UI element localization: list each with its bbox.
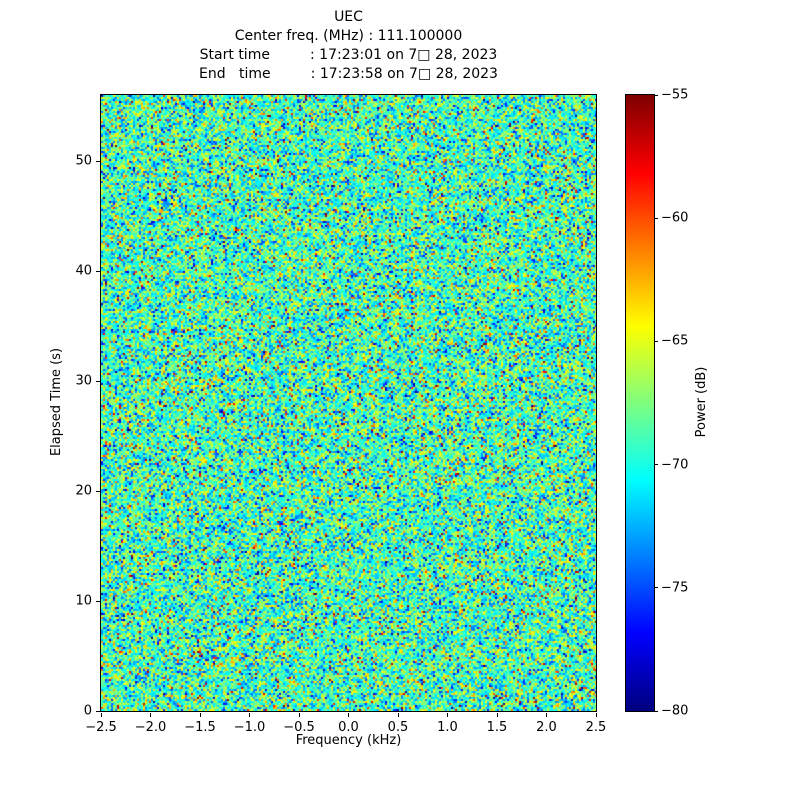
tick-mark <box>654 340 658 342</box>
colorbar-label: Power (dB) <box>694 366 709 438</box>
plot-header: UEC Center freq. (MHz) : 111.100000 Star… <box>100 8 597 84</box>
tick-mark <box>595 713 597 717</box>
tick-mark <box>447 713 448 717</box>
spectrogram-plot-area: −2.5 −2.0 −1.5 −1.0 −0.5 0.0 0.5 1.0 1.5… <box>75 94 606 735</box>
tick-mark <box>654 217 658 219</box>
tick-mark <box>654 464 658 466</box>
tick-label: −2.5 <box>85 720 117 735</box>
tick-mark <box>96 380 100 382</box>
tick-mark <box>199 713 201 717</box>
end-time-line: End time : 17:23:58 on 7□ 28, 2023 <box>199 66 498 82</box>
tick-mark <box>100 713 102 717</box>
tick-mark <box>96 160 100 162</box>
tick-mark <box>96 600 100 602</box>
colorbar: −55 −60 −65 −70 −75 −80 <box>625 88 688 719</box>
tick-label: −2.0 <box>134 720 167 735</box>
tick-mark <box>249 713 250 717</box>
tick-mark <box>96 270 100 272</box>
tick-mark <box>348 713 349 717</box>
tick-label: −0.5 <box>283 720 315 735</box>
tick-mark <box>397 713 399 717</box>
tick-label: −1.0 <box>233 720 266 735</box>
center-freq-line: Center freq. (MHz) : 111.100000 <box>234 28 463 44</box>
tick-label: −55 <box>661 87 689 103</box>
tick-label: 0.5 <box>387 720 409 735</box>
spectrogram-canvas <box>101 95 596 711</box>
tick-mark <box>654 710 658 712</box>
tick-label: −1.5 <box>184 720 216 735</box>
tick-label: 1.0 <box>437 720 458 735</box>
tick-mark <box>654 94 658 96</box>
tick-label: −75 <box>661 580 689 596</box>
tick-label: −80 <box>661 703 689 719</box>
tick-label: 1.5 <box>486 720 508 735</box>
tick-mark <box>298 713 300 717</box>
y-axis-label: Elapsed Time (s) <box>49 347 64 457</box>
tick-mark <box>96 710 100 712</box>
tick-label: −60 <box>661 210 689 226</box>
colorbar-canvas <box>626 95 654 711</box>
tick-label: 0.0 <box>338 720 359 735</box>
tick-mark <box>96 490 100 492</box>
tick-label: 30 <box>75 373 92 389</box>
tick-label: −65 <box>661 333 689 349</box>
tick-label: 40 <box>75 263 92 279</box>
tick-label: −70 <box>661 457 689 473</box>
plot-title: UEC <box>334 9 363 25</box>
start-time-line: Start time : 17:23:01 on 7□ 28, 2023 <box>199 47 498 63</box>
tick-mark <box>546 713 547 717</box>
tick-label: 2.5 <box>585 720 607 735</box>
tick-label: 50 <box>75 153 92 169</box>
tick-mark <box>654 587 658 589</box>
tick-label: 20 <box>75 483 92 499</box>
tick-label: 0 <box>83 703 92 719</box>
tick-label: 10 <box>75 593 92 609</box>
tick-mark <box>496 713 498 717</box>
tick-mark <box>150 713 151 717</box>
tick-label: 2.0 <box>536 720 557 735</box>
x-axis-label: Frequency (kHz) <box>295 733 402 748</box>
